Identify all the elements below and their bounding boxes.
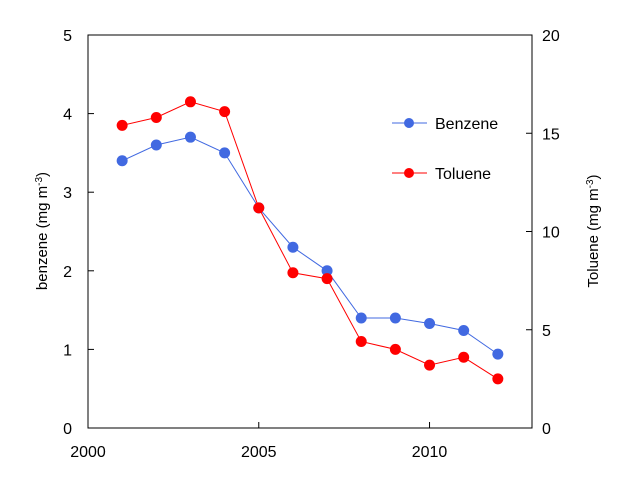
point-benzene: [458, 325, 470, 337]
right-axis-title-end: ): [585, 174, 602, 179]
series-line-toluene: [122, 101, 499, 380]
right-tick-label: 20: [542, 28, 560, 45]
right-axis-title-main: Toluene (mg m: [585, 188, 602, 287]
left-tick-label: 4: [63, 107, 72, 124]
point-benzene: [219, 147, 231, 159]
left-tick-label: 5: [63, 28, 72, 45]
point-toluene: [150, 112, 162, 124]
point-toluene: [389, 343, 401, 355]
left-axis-title: benzene (mg m-3): [34, 172, 52, 290]
x-tick-label: 2010: [412, 444, 448, 461]
point-toluene: [321, 273, 333, 285]
plot-frame: [87, 34, 533, 429]
left-tick-label: 0: [63, 421, 72, 438]
left-axis-title-end: ): [34, 172, 51, 177]
left-tick-label: 3: [63, 185, 72, 202]
point-benzene: [355, 312, 367, 324]
point-benzene: [287, 241, 299, 253]
legend: Benzene Toluene: [392, 116, 498, 183]
legend-marker-benzene: [404, 118, 414, 128]
right-tick-label: 5: [542, 323, 551, 340]
point-benzene: [321, 265, 333, 277]
point-toluene: [424, 359, 436, 371]
x-tick-label: 2000: [70, 444, 106, 461]
left-axis: 0 1 2 3 4 5: [63, 28, 94, 438]
point-toluene: [116, 119, 128, 131]
point-benzene: [116, 155, 128, 167]
legend-label-benzene: Benzene: [435, 116, 498, 133]
point-benzene: [492, 348, 504, 360]
left-tick-label: 1: [63, 342, 72, 359]
point-toluene: [219, 106, 231, 118]
point-benzene: [424, 317, 436, 329]
point-toluene: [184, 96, 196, 108]
right-tick-label: 15: [542, 126, 560, 143]
legend-label-toluene: Toluene: [435, 166, 491, 183]
right-tick-label: 0: [542, 421, 551, 438]
left-axis-title-main: benzene (mg m: [34, 186, 51, 290]
series-line-benzene: [121, 136, 499, 355]
legend-marker-toluene: [404, 168, 414, 178]
x-tick-label: 2005: [241, 444, 277, 461]
point-toluene: [287, 267, 299, 279]
point-toluene: [458, 351, 470, 363]
right-axis: 0 5 10 15 20: [526, 28, 560, 438]
left-axis-title-sup: -3: [34, 177, 45, 186]
point-benzene: [150, 139, 162, 151]
left-tick-label: 2: [63, 264, 72, 281]
point-benzene: [389, 312, 401, 324]
point-toluene: [492, 373, 504, 385]
right-tick-label: 10: [542, 225, 560, 242]
right-axis-title: Toluene (mg m-3): [585, 174, 603, 287]
point-toluene: [253, 202, 265, 214]
point-toluene: [355, 336, 367, 348]
x-axis: 2000 2005 2010: [70, 422, 447, 461]
series-layer: [116, 96, 504, 385]
point-benzene: [184, 131, 196, 143]
right-axis-title-sup: -3: [585, 179, 596, 188]
